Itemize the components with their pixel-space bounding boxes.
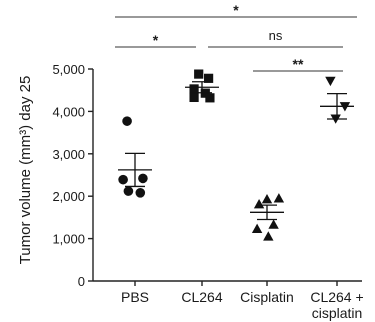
y-tick-label: 4,000 (52, 104, 85, 119)
x-tick-label: PBS (121, 289, 149, 305)
y-tick-label: 1,000 (52, 232, 85, 247)
data-point-triangle-down (325, 76, 336, 87)
data-point-square (194, 69, 204, 79)
y-tick-label: 2,000 (52, 189, 85, 204)
data-point-triangle-up (268, 219, 279, 229)
y-axis-label: Tumor volume (mm³) day 25 (17, 76, 34, 265)
data-point-triangle-up (261, 193, 273, 204)
significance-label: ns (269, 28, 283, 43)
data-point-triangle-up (273, 193, 285, 203)
x-tick-label: CL264 (181, 289, 222, 305)
data-point-triangle-up (263, 231, 274, 241)
data-point-circle (138, 173, 148, 184)
data-point-square (205, 93, 215, 103)
data-point-triangle-up (251, 223, 263, 234)
data-point-square (189, 84, 199, 94)
data-point-circle (135, 188, 146, 198)
y-tick-label: 5,000 (52, 62, 85, 77)
data-point-triangle-up (253, 199, 265, 209)
significance-brackets: ** ns** (115, 2, 357, 72)
x-tick-label: CL264 + (310, 289, 363, 305)
data-point-square (189, 92, 199, 103)
y-tick-label: 0 (78, 274, 85, 289)
data-point-circle (123, 186, 134, 196)
data-points (118, 69, 351, 241)
y-tick-label: 3,000 (52, 147, 85, 162)
x-tick-label: cisplatin (312, 305, 363, 321)
x-tick-label: Cisplatin (240, 289, 294, 305)
data-point-circle (118, 174, 128, 185)
data-point-square (204, 73, 214, 83)
mean-sem-bars (118, 81, 354, 221)
significance-label: * (153, 32, 159, 48)
significance-label: * (233, 2, 239, 18)
significance-label: ** (293, 56, 304, 72)
axes: 0 1,000 2,000 3,000 4,000 5,000 PBS CL264 Cispla… (52, 62, 363, 321)
data-point-circle (122, 116, 132, 126)
